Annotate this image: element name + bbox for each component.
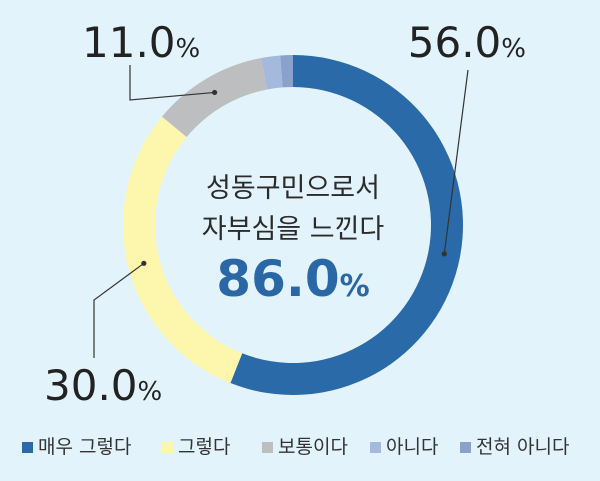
legend: 매우 그렇다 그렇다 보통이다 아니다 전혀 아니다 xyxy=(22,436,569,458)
legend-swatch-5 xyxy=(460,442,471,453)
leader-line-2 xyxy=(93,262,145,358)
donut-slices xyxy=(123,55,463,395)
legend-swatch-1 xyxy=(22,442,33,453)
center-highlight-unit: % xyxy=(340,269,370,304)
donut-slice-3 xyxy=(162,58,268,138)
donut-slice-1 xyxy=(230,55,463,395)
legend-label-5: 전혀 아니다 xyxy=(476,436,569,458)
center-highlight-value: 86.0 xyxy=(216,250,339,308)
legend-label-2: 그렇다 xyxy=(178,436,230,458)
donut-slice-4 xyxy=(261,55,283,90)
legend-label-3: 보통이다 xyxy=(278,436,348,458)
center-highlight: 86.0% xyxy=(216,250,369,308)
leader-dot-3 xyxy=(212,89,218,96)
value-label-1: 56.0% xyxy=(408,18,526,67)
donut-slice-2 xyxy=(123,116,243,384)
value-labels: 56.0% 30.0% 11.0% xyxy=(44,18,526,410)
legend-label-1: 매우 그렇다 xyxy=(38,436,131,458)
center-title-line1: 성동구민으로서 xyxy=(206,173,380,204)
legend-swatch-2 xyxy=(162,442,173,453)
donut-slice-5 xyxy=(280,55,293,88)
legend-label-4: 아니다 xyxy=(386,436,438,458)
value-label-2: 30.0% xyxy=(44,361,162,410)
leader-dot-1 xyxy=(441,251,447,257)
leader-line-1 xyxy=(443,69,469,254)
legend-swatch-3 xyxy=(262,442,273,453)
leader-lines xyxy=(93,65,469,358)
center-title-line2: 자부심을 느낀다 xyxy=(202,214,385,245)
value-label-3: 11.0% xyxy=(82,18,200,67)
leader-dot-2 xyxy=(141,260,147,266)
leader-line-3 xyxy=(129,65,215,101)
legend-swatch-4 xyxy=(370,442,381,453)
